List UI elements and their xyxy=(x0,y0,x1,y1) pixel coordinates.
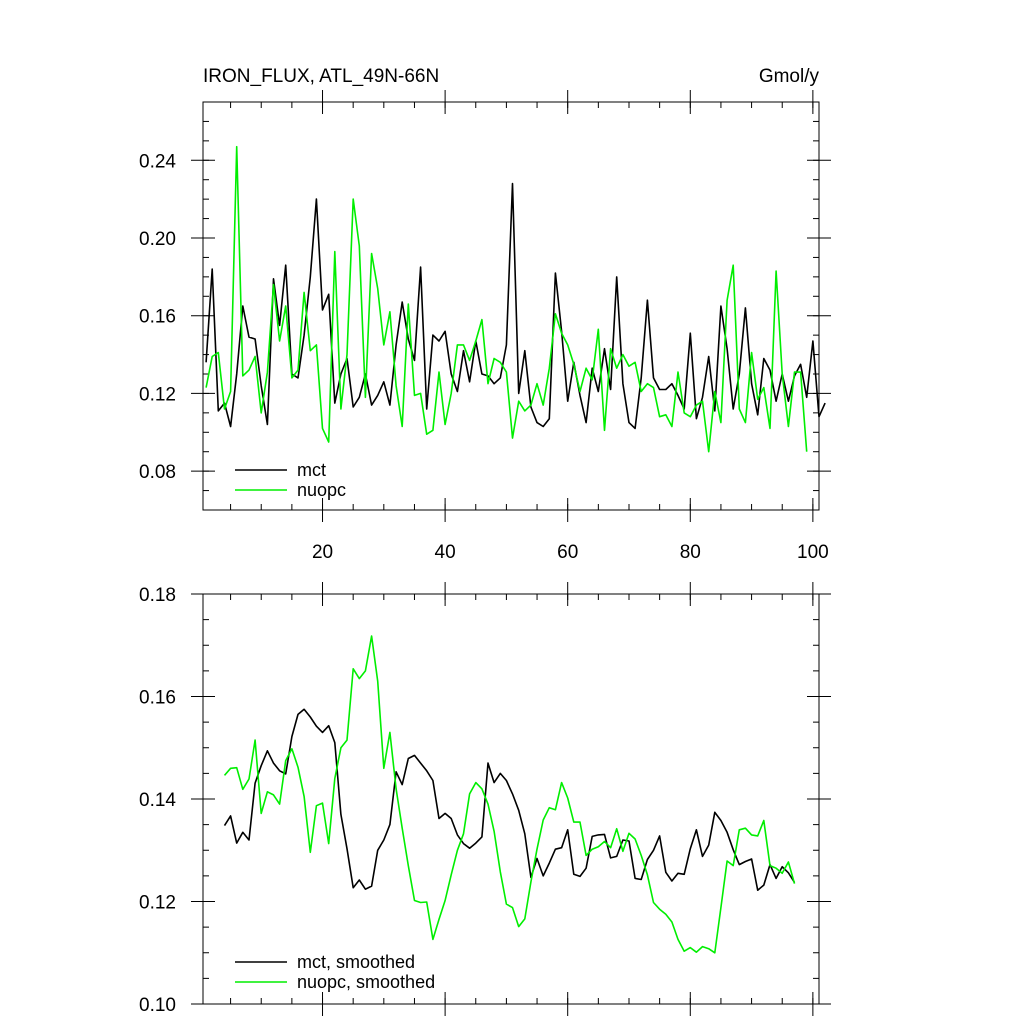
top-axis-ticks: 0.08 0.12 0.16 0.20 0.24 20 40 60 80 100 xyxy=(139,90,831,563)
x-tick-label: 60 xyxy=(557,542,578,563)
bottom-panel: 0.10 0.12 0.14 0.16 0.18 mct, smoothed nuopc… xyxy=(139,582,831,1016)
legend-label-nuopc-smoothed: nuopc, smoothed xyxy=(297,972,435,992)
bottom-series-group xyxy=(223,635,796,954)
bottom-legend: mct, smoothed nuopc, smoothed xyxy=(235,952,435,992)
y-tick-label: 0.18 xyxy=(139,585,176,606)
top-series-group xyxy=(205,145,826,453)
units-label: Gmol/y xyxy=(759,66,820,87)
top-panel: IRON_FLUX, ATL_49N-66N Gmol/y 0.080.120.… xyxy=(139,66,831,563)
y-tick-label: 0.10 xyxy=(139,995,176,1016)
bottom-axis-ticks: 0.10 0.12 0.14 0.16 0.18 xyxy=(139,582,831,1016)
y-tick-label: 0.20 xyxy=(139,229,176,250)
legend-label-mct-smoothed: mct, smoothed xyxy=(297,952,415,972)
top-series-line-nuopc xyxy=(205,145,808,453)
top-legend: mct nuopc xyxy=(235,460,346,500)
x-tick-label: 40 xyxy=(435,542,456,563)
y-tick-label: 0.08 xyxy=(139,462,176,483)
y-tick-label: 0.24 xyxy=(139,151,176,172)
y-tick-label: 0.12 xyxy=(139,893,176,914)
legend-label-nuopc: nuopc xyxy=(297,480,346,500)
y-tick-label: 0.16 xyxy=(139,688,176,709)
y-tick-label: 0.16 xyxy=(139,307,176,328)
x-tick-label: 20 xyxy=(312,542,333,563)
y-tick-label: 0.14 xyxy=(139,790,176,811)
x-tick-label: 100 xyxy=(797,542,829,563)
chart-title: IRON_FLUX, ATL_49N-66N xyxy=(203,66,439,87)
legend-label-mct: mct xyxy=(297,460,326,480)
top-plot-frame xyxy=(202,101,820,511)
bottom-series-line-nuopc-smoothed xyxy=(223,635,796,954)
bottom-series-line-mct-smoothed xyxy=(223,708,796,892)
x-tick-label: 80 xyxy=(680,542,701,563)
y-tick-label: 0.12 xyxy=(139,384,176,405)
top-series-line-mct xyxy=(205,182,826,430)
